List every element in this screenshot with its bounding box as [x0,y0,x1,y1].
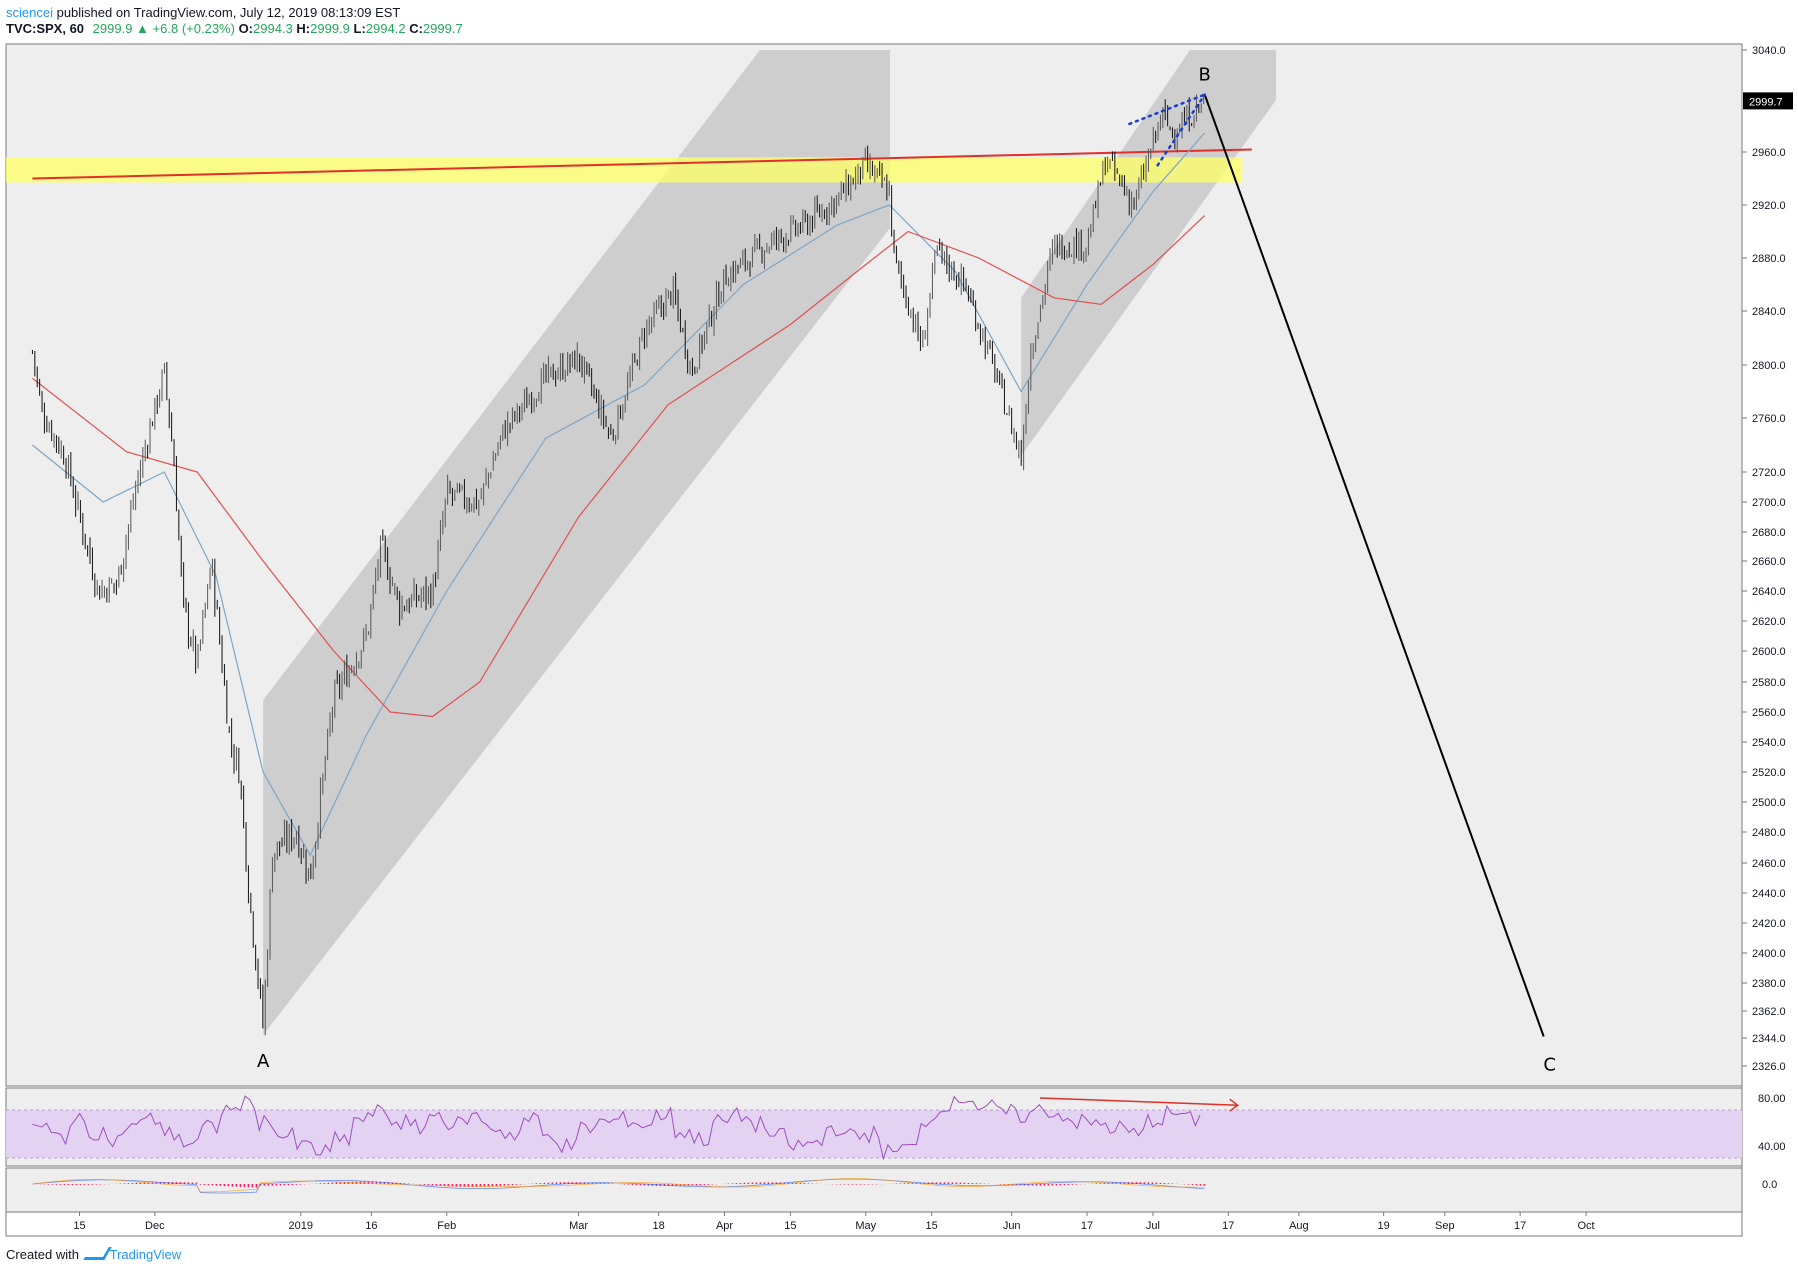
ma-fast-line [32,132,1206,857]
x-tick-label: 15 [784,1220,796,1232]
y-tick-label: 2440.0 [1752,888,1786,900]
x-tick-label: 15 [73,1220,85,1232]
resistance-zone [6,157,1243,183]
x-tick-label: Apr [716,1220,733,1232]
rsi-line [32,1095,1201,1161]
last-price-label: 2999.7 [1749,96,1783,108]
symbol-legend: TVC:SPX, 60 2999.9 ▲ +6.8 (+0.23%) O:299… [6,21,463,36]
wedge-lower-line [1156,93,1206,167]
y-tick-label: 2840.0 [1752,306,1786,318]
y-tick-label: 2640.0 [1752,586,1786,598]
rsi-band [6,1110,1742,1158]
macd-pane[interactable] [5,1167,1743,1213]
last-price: 2999.9 [92,21,133,36]
x-tick-label: 15 [926,1220,938,1232]
y-tick-label: 2620.0 [1752,616,1786,628]
y-tick-label: 2700.0 [1752,497,1786,509]
y-tick-label: 2660.0 [1752,556,1786,568]
y-tick-label: 2600.0 [1752,646,1786,658]
rsi-divergence-arrowhead [1229,1098,1239,1112]
y-tick-label: 2760.0 [1752,413,1786,425]
x-tick-label: 2019 [289,1220,313,1232]
y-tick-label: 2720.0 [1752,467,1786,479]
tradingview-brand[interactable]: TradingView [109,1247,182,1262]
y-tick-label: 2800.0 [1752,360,1786,372]
tradingview-logo-icon [82,1247,112,1260]
wave-label-b: B [1199,65,1211,86]
x-tick-label: 17 [1222,1220,1234,1232]
open-label: O: [238,21,254,36]
low-value: 2994.2 [365,21,406,36]
rsi-tick-label: 40.00 [1758,1141,1786,1153]
y-tick-label: 2420.0 [1752,918,1786,930]
publish-info: sciencei published on TradingView.com, J… [6,5,400,20]
x-tick-label: Mar [569,1220,588,1232]
y-tick-label: 2480.0 [1752,827,1786,839]
y-tick-label: 2500.0 [1752,797,1786,809]
symbol-label[interactable]: TVC:SPX, 60 [6,21,85,36]
y-tick-label: 2920.0 [1752,200,1786,212]
y-tick-label: 2580.0 [1752,677,1786,689]
ma-slow-line [32,215,1206,718]
y-tick-label: 2380.0 [1752,978,1786,990]
y-tick-label: 2960.0 [1752,147,1786,159]
author-name[interactable]: sciencei [6,5,53,20]
x-tick-label: Feb [437,1220,456,1232]
time-axis-area[interactable] [5,1211,1743,1237]
x-tick-label: 18 [652,1220,664,1232]
x-tick-label: Dec [145,1220,165,1232]
x-tick-label: Jun [1003,1220,1021,1232]
high-value: 2999.9 [310,21,350,36]
x-tick-label: 17 [1081,1220,1093,1232]
last-price-badge [1743,92,1793,110]
wave-label-a: A [257,1051,270,1072]
close-value: 2999.7 [422,21,463,36]
y-tick-label: 2400.0 [1752,948,1786,960]
y-tick-label: 2560.0 [1752,707,1786,719]
rsi-tick-label: 80.00 [1758,1093,1786,1105]
channel-2 [1021,50,1276,456]
macd-tick-label: 0.0 [1762,1179,1777,1191]
footer-credit: Created with TradingView [6,1247,181,1262]
x-tick-label: May [855,1220,876,1232]
publish-text: published on TradingView.com, July 12, 2… [56,5,401,20]
channel-1 [263,50,890,1035]
y-tick-label: 2326.0 [1752,1061,1786,1073]
y-tick-label: 2362.0 [1752,1006,1786,1018]
trendline [32,148,1252,180]
y-tick-label: 3040.0 [1752,45,1786,57]
x-tick-label: Jul [1146,1220,1160,1232]
wave-label-c: C [1543,1055,1556,1076]
y-tick-label: 2540.0 [1752,737,1786,749]
created-with-text: Created with [6,1247,79,1262]
y-tick-label: 2460.0 [1752,858,1786,870]
rsi-divergence-line [1039,1097,1238,1106]
open-value: 2994.3 [253,21,293,36]
low-label: L: [353,21,366,36]
x-tick-label: 16 [365,1220,377,1232]
y-tick-label: 2520.0 [1752,767,1786,779]
x-tick-label: Oct [1578,1220,1595,1232]
y-tick-label: 2344.0 [1752,1033,1786,1045]
high-label: H: [296,21,311,36]
y-tick-label: 2880.0 [1752,253,1786,265]
x-tick-label: 17 [1514,1220,1526,1232]
x-tick-label: Sep [1435,1220,1455,1232]
wave-b-c-line [1203,94,1545,1037]
price-change: +6.8 (+0.23%) [152,21,235,36]
close-label: C: [409,21,423,36]
x-tick-label: 19 [1378,1220,1390,1232]
up-arrow-icon: ▲ [136,21,149,36]
macd-signal-line [32,1178,1205,1193]
y-tick-label: 2680.0 [1752,527,1786,539]
wedge-upper-line [1128,93,1206,126]
x-tick-label: Aug [1289,1220,1309,1232]
